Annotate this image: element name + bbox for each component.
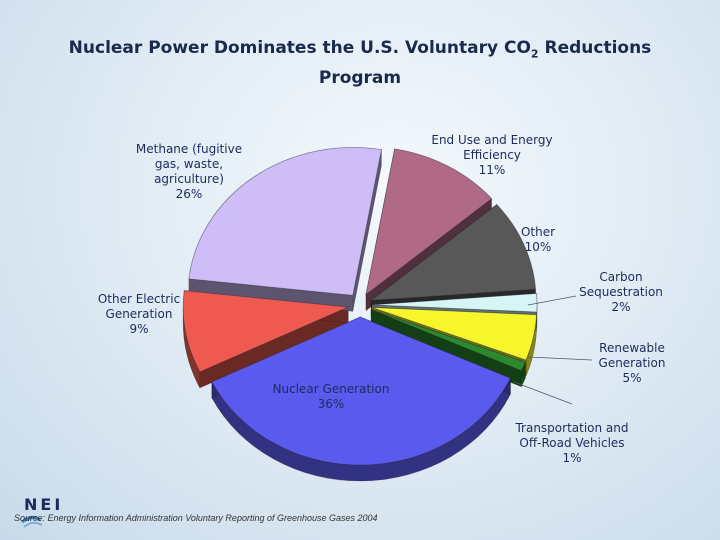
slice-label-2: Other 10% [521,225,555,254]
source-note: Source: Energy Information Administratio… [14,513,378,523]
pie-slice-1 [365,148,493,296]
pie-slice-4 [371,307,537,361]
chart-title: Nuclear Power Dominates the U.S. Volunta… [30,36,690,90]
pie-slice-3 [371,293,538,313]
logo-text: NEI [24,495,63,514]
slice-label-4: Renewable Generation 5% [599,341,666,385]
nei-logo: NEI [21,495,63,528]
pie-slice-5 [370,309,526,372]
slice-label-5: Transportation and Off-Road Vehicles 1% [514,421,628,465]
leader-line-5 [513,381,573,405]
slice-label-8: Methane (fugitive gas, waste, agriculture)… [136,142,242,201]
slice-label-6: Nuclear Generation 36% [273,382,390,411]
pie-slice-2 [369,203,537,301]
title-after: Reductions [538,38,652,58]
pie-slice-8 [188,147,382,296]
title-line2: Program [318,68,402,89]
pie-slice-6 [211,316,511,466]
title-subscript: 2 [530,47,539,61]
slice-label-3: Carbon Sequestration 2% [579,270,663,314]
title-main: Nuclear Power Dominates the U.S. Volunta… [68,38,531,58]
leader-line-3 [527,295,577,306]
slice-label-1: End Use and Energy Efficiency 11% [431,133,552,177]
slice-label-7: Other Electric Generation 9% [98,292,180,336]
leader-line-4 [527,356,593,361]
pie-slice-7 [182,290,350,373]
